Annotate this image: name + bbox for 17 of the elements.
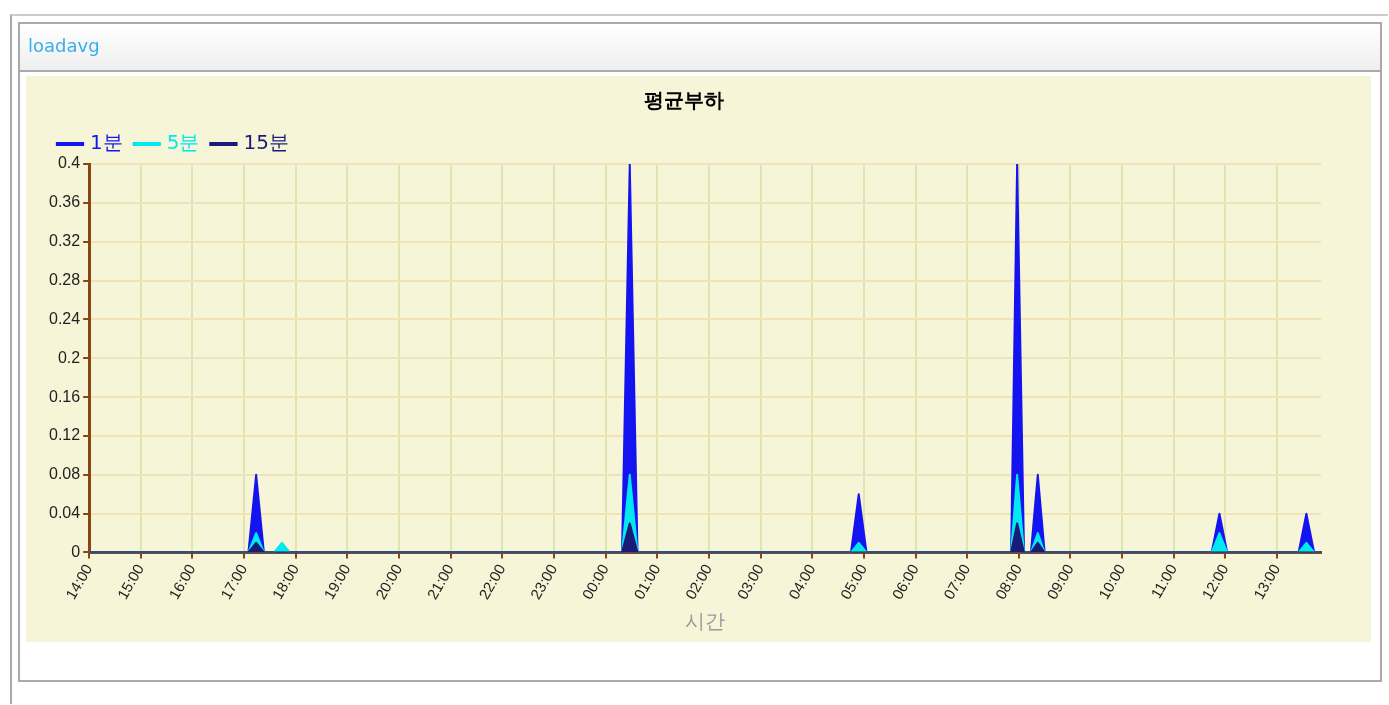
y-tick-label: 0.24 — [49, 309, 81, 327]
legend-label: 15분 — [243, 130, 289, 155]
y-tick-label: 0.36 — [49, 193, 81, 211]
y-tick-label: 0.04 — [49, 504, 81, 522]
legend-label: 5분 — [166, 130, 200, 155]
legend-label: 1분 — [90, 130, 123, 155]
y-tick-label: 0.08 — [49, 465, 81, 483]
y-tick-label: 0.12 — [49, 426, 81, 444]
chart-title: 평균부하 — [643, 88, 724, 113]
y-tick-label: 0.2 — [57, 348, 81, 366]
y-tick-label: 0.28 — [49, 270, 81, 288]
x-axis-title: 시간 — [685, 609, 726, 632]
y-tick-label: 0.16 — [49, 387, 81, 405]
y-tick-label: 0 — [71, 542, 81, 560]
text: loadavg — [20, 24, 1380, 72]
y-tick-label: 0.32 — [49, 232, 81, 250]
y-tick-label: 0.4 — [57, 154, 81, 172]
